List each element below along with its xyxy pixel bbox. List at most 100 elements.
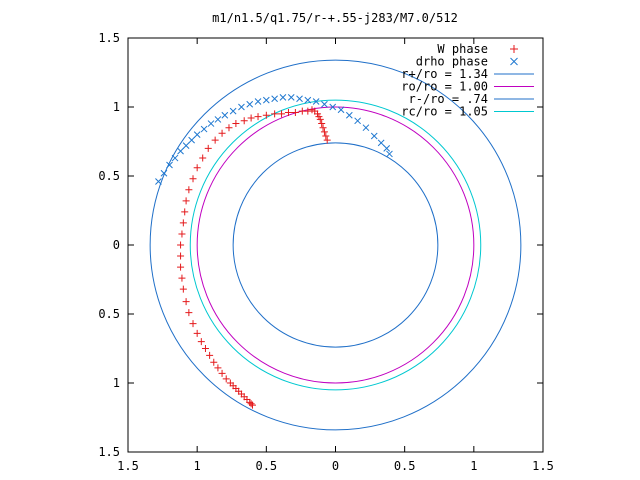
series-1-point-25 xyxy=(337,106,345,114)
series-0-point-37 xyxy=(225,124,233,132)
series-1-point-22 xyxy=(312,98,320,105)
y-axis: 1.5 1 0.5 0 0.5 1 1.5 xyxy=(98,31,543,459)
series-0-point-9 xyxy=(226,379,234,387)
series-0-point-22 xyxy=(178,274,186,282)
series-1-point-27 xyxy=(354,117,361,125)
series-1-point-11 xyxy=(221,111,229,119)
series-0-point-43 xyxy=(271,110,279,118)
series-1-point-20 xyxy=(296,95,303,103)
chart-title: m1/n1.5/q1.75/r-+.55-j283/M7.0/512 xyxy=(212,11,458,25)
series-0-point-35 xyxy=(211,136,219,144)
series-0-point-32 xyxy=(193,164,201,172)
x-tick-label-0: 1.5 xyxy=(117,459,139,473)
series-0-point-42 xyxy=(262,111,270,119)
legend-symbol-0 xyxy=(510,45,518,53)
series-0-point-1 xyxy=(247,400,255,408)
series-0-point-21 xyxy=(179,285,187,293)
series-1-point-32 xyxy=(386,150,393,158)
series-0-point-19 xyxy=(185,309,193,317)
series-1-point-21 xyxy=(304,96,312,104)
series-1-point-13 xyxy=(238,103,245,111)
series-1-point-1 xyxy=(160,169,168,177)
series-1-point-26 xyxy=(345,111,353,119)
series-1-point-0 xyxy=(155,178,162,185)
series-0-point-18 xyxy=(189,320,197,328)
x-tick-label-3: 0 xyxy=(332,459,339,473)
x-tick-label-5: 1 xyxy=(470,459,477,473)
x-tick-label-4: 0.5 xyxy=(394,459,416,473)
series-1-point-12 xyxy=(229,107,237,115)
circle-1 xyxy=(196,106,475,384)
series-1-point-6 xyxy=(188,136,195,144)
series-1-point-17 xyxy=(271,95,278,103)
series-1-point-16 xyxy=(262,96,270,104)
series-0-point-44 xyxy=(278,110,286,118)
series-0-point-27 xyxy=(179,219,187,227)
series-1-point-14 xyxy=(246,100,254,108)
reference-circles xyxy=(149,59,522,431)
legend-label-0: W phase xyxy=(437,42,488,56)
series-0-point-29 xyxy=(182,197,190,205)
series-0-point-30 xyxy=(185,186,193,194)
series-1-point-7 xyxy=(193,131,201,138)
series-0-point-25 xyxy=(177,241,185,249)
legend-label-3: ro/ro = 1.00 xyxy=(401,80,488,94)
series-0-point-53 xyxy=(316,115,324,123)
series-0-point-26 xyxy=(178,230,186,238)
y-tick-label-0: 1.5 xyxy=(98,31,120,45)
y-tick-label-3: 0 xyxy=(113,238,120,252)
series-0-point-14 xyxy=(206,351,214,359)
series-0-point-23 xyxy=(177,263,185,271)
series-0-point-34 xyxy=(204,144,212,152)
series-0-point-54 xyxy=(318,120,326,128)
series-0-point-13 xyxy=(210,358,218,366)
circle-3 xyxy=(189,99,482,391)
series-0-point-28 xyxy=(181,208,189,216)
series-1-point-8 xyxy=(200,125,208,133)
series-0-point-40 xyxy=(247,114,255,122)
y-tick-label-1: 1 xyxy=(113,100,120,114)
series-0-point-41 xyxy=(254,113,262,121)
series-0-point-10 xyxy=(222,375,230,383)
series-0-point-12 xyxy=(214,364,222,372)
series-0-point-16 xyxy=(197,338,205,346)
series-1-point-5 xyxy=(182,142,190,149)
series-0-point-57 xyxy=(322,132,330,140)
circle-0 xyxy=(149,59,522,431)
series-1-point-18 xyxy=(279,93,287,101)
y-tick-label-4: 0.5 xyxy=(98,307,120,321)
circle-2 xyxy=(232,142,439,348)
x-tick-label-2: 0.5 xyxy=(255,459,277,473)
legend-label-5: rc/ro = 1.05 xyxy=(401,105,488,119)
series-0-point-24 xyxy=(177,252,185,260)
y-tick-label-5: 1 xyxy=(113,376,120,390)
x-tick-label-6: 1.5 xyxy=(532,459,554,473)
series-1-point-29 xyxy=(370,132,378,140)
series-0-point-56 xyxy=(320,128,328,136)
legend-label-4: r-/ro = .74 xyxy=(409,92,488,106)
series-1-point-28 xyxy=(362,124,370,132)
series-1-point-30 xyxy=(377,139,385,147)
series-0-point-46 xyxy=(291,109,299,117)
series-0-point-39 xyxy=(240,117,248,125)
series-1-point-31 xyxy=(383,145,391,152)
series-1-point-2 xyxy=(166,161,173,169)
series-1-point-9 xyxy=(207,120,215,127)
series-1-point-24 xyxy=(329,103,337,111)
series-1-point-23 xyxy=(321,100,328,108)
x-tick-label-1: 1 xyxy=(194,459,201,473)
series-0-point-15 xyxy=(201,345,209,352)
series-0-point-58 xyxy=(323,136,331,144)
series-1-point-4 xyxy=(177,147,184,155)
series-1-point-3 xyxy=(171,154,179,162)
series-0-point-55 xyxy=(319,124,327,132)
series-0-point-36 xyxy=(218,129,226,137)
series-0-point-31 xyxy=(189,175,197,183)
series-0-point-17 xyxy=(193,329,201,337)
series-0-point-38 xyxy=(232,120,240,128)
series-0-point-33 xyxy=(199,154,207,162)
series-1-point-10 xyxy=(214,116,222,123)
series-0-point-45 xyxy=(284,109,292,117)
